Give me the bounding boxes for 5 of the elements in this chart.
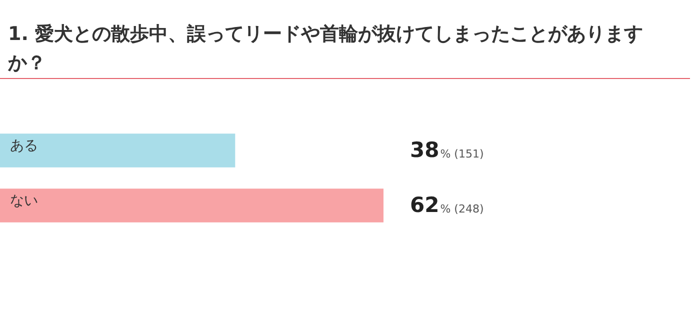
y-tick-label: ある: [10, 138, 38, 154]
y-tick-label: ない: [10, 193, 38, 210]
chart-title: 1. 愛犬との散歩中、誤ってリードや首輪が抜けてしまったことがありますか？: [8, 22, 644, 76]
data-label: 62% (248): [410, 192, 484, 217]
data-label: 38% (151): [410, 138, 484, 162]
